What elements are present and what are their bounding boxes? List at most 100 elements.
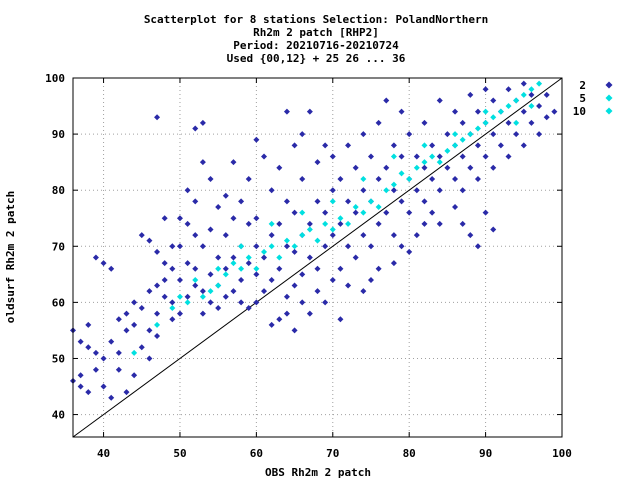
data-point-series-5 xyxy=(306,226,313,233)
diagonal-line xyxy=(72,77,563,438)
data-point-series-2 xyxy=(77,372,84,379)
y-tick-label: 100 xyxy=(45,72,65,85)
data-point-series-2 xyxy=(276,164,283,171)
data-point-series-2 xyxy=(230,254,237,261)
legend-label-5: 5 xyxy=(579,92,586,105)
data-point-series-2 xyxy=(291,248,298,255)
data-point-series-2 xyxy=(207,299,214,306)
data-point-series-2 xyxy=(169,243,176,250)
data-point-series-5 xyxy=(314,237,321,244)
data-point-series-2 xyxy=(490,164,497,171)
data-point-series-2 xyxy=(444,164,451,171)
data-point-series-2 xyxy=(92,349,99,356)
data-point-series-2 xyxy=(268,321,275,328)
data-point-series-2 xyxy=(283,293,290,300)
data-point-series-2 xyxy=(452,204,459,211)
data-point-series-2 xyxy=(390,142,397,149)
y-axis-ticks: 40 50 60 70 80 90 100 xyxy=(45,72,562,422)
x-tick-label: 100 xyxy=(552,447,572,460)
data-point-series-2 xyxy=(291,142,298,149)
data-point-series-10 xyxy=(482,108,489,115)
data-point-series-2 xyxy=(115,366,122,373)
data-point-series-2 xyxy=(245,220,252,227)
title-line-3: Period: 20210716-20210724 xyxy=(233,39,399,52)
data-point-series-2 xyxy=(406,209,413,216)
data-point-series-2 xyxy=(398,153,405,160)
data-point-series-5 xyxy=(276,254,283,261)
data-point-series-2 xyxy=(299,175,306,182)
data-point-series-2 xyxy=(100,260,107,267)
data-point-series-2 xyxy=(146,327,153,334)
data-point-series-2 xyxy=(299,271,306,278)
data-point-series-2 xyxy=(482,153,489,160)
data-point-series-2 xyxy=(383,97,390,104)
data-point-series-2 xyxy=(238,198,245,205)
data-point-series-5 xyxy=(367,198,374,205)
data-points xyxy=(70,80,558,401)
data-point-series-2 xyxy=(268,187,275,194)
data-point-series-2 xyxy=(77,383,84,390)
data-point-series-2 xyxy=(176,243,183,250)
data-point-series-5 xyxy=(383,187,390,194)
legend-marker-10 xyxy=(605,107,613,115)
data-point-series-2 xyxy=(345,142,352,149)
y-tick-label: 90 xyxy=(52,128,65,141)
title-line-4: Used {00,12} + 25 26 ... 36 xyxy=(227,52,406,65)
x-tick-label: 40 xyxy=(97,447,110,460)
data-point-series-2 xyxy=(222,232,229,239)
data-point-series-2 xyxy=(436,220,443,227)
data-point-series-2 xyxy=(474,108,481,115)
data-point-series-2 xyxy=(184,220,191,227)
data-point-series-10 xyxy=(360,175,367,182)
data-point-series-2 xyxy=(413,153,420,160)
data-point-series-2 xyxy=(314,288,321,295)
data-point-series-5 xyxy=(513,97,520,104)
data-point-series-2 xyxy=(406,248,413,255)
data-point-series-2 xyxy=(360,232,367,239)
data-point-series-2 xyxy=(291,209,298,216)
data-point-series-2 xyxy=(154,114,161,121)
data-point-series-2 xyxy=(536,131,543,138)
data-point-series-10 xyxy=(184,299,191,306)
data-point-series-2 xyxy=(467,91,474,98)
data-point-series-5 xyxy=(536,80,543,87)
data-point-series-2 xyxy=(100,355,107,362)
data-point-series-2 xyxy=(452,108,459,115)
data-point-series-10 xyxy=(421,142,428,149)
data-point-series-5 xyxy=(322,220,329,227)
data-point-series-2 xyxy=(505,153,512,160)
data-point-series-2 xyxy=(207,175,214,182)
data-point-series-2 xyxy=(459,187,466,194)
data-point-series-5 xyxy=(528,86,535,93)
plot-area-border xyxy=(72,77,563,438)
data-point-series-5 xyxy=(482,119,489,126)
data-point-series-5 xyxy=(390,181,397,188)
title-line-1: Scatterplot for 8 stations Selection: Po… xyxy=(144,13,488,26)
data-point-series-5 xyxy=(467,131,474,138)
data-point-series-2 xyxy=(276,220,283,227)
data-point-series-2 xyxy=(154,248,161,255)
data-point-series-2 xyxy=(169,316,176,323)
data-point-series-5 xyxy=(520,91,527,98)
data-point-series-2 xyxy=(199,119,206,126)
data-point-series-2 xyxy=(490,97,497,104)
data-point-series-2 xyxy=(345,243,352,250)
data-point-series-2 xyxy=(543,114,550,121)
data-point-series-10 xyxy=(329,198,336,205)
data-point-series-2 xyxy=(513,131,520,138)
data-point-series-2 xyxy=(161,276,168,283)
data-point-series-5 xyxy=(261,248,268,255)
data-point-series-5 xyxy=(131,349,138,356)
data-point-series-2 xyxy=(261,153,268,160)
data-point-series-2 xyxy=(192,265,199,272)
data-point-series-5 xyxy=(352,204,359,211)
data-point-series-2 xyxy=(176,310,183,317)
data-point-series-2 xyxy=(77,338,84,345)
data-point-series-2 xyxy=(490,226,497,233)
data-point-series-2 xyxy=(199,243,206,250)
data-point-series-2 xyxy=(230,288,237,295)
data-point-series-2 xyxy=(345,282,352,289)
legend-label-10: 10 xyxy=(573,105,586,118)
data-point-series-5 xyxy=(398,170,405,177)
data-point-series-5 xyxy=(268,243,275,250)
